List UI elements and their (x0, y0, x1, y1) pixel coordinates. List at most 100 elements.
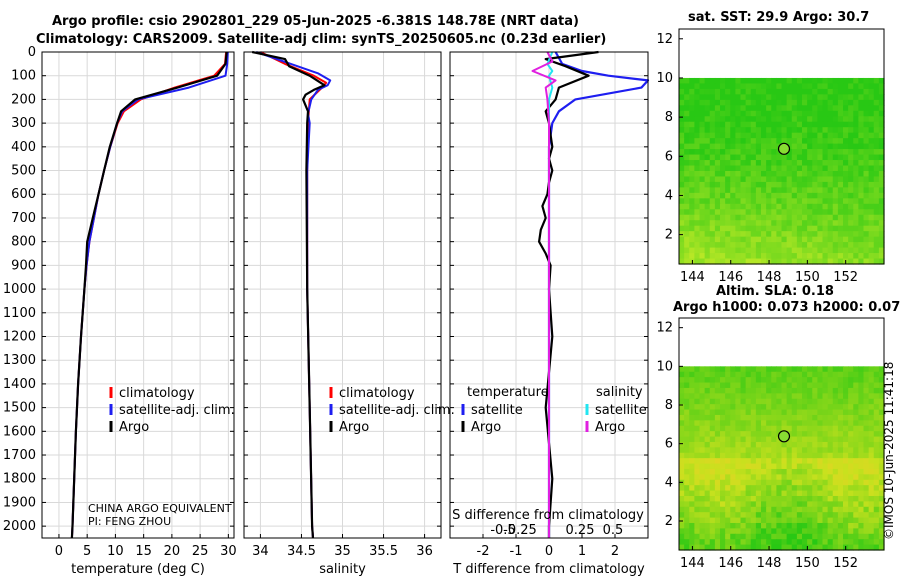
sla-map-cell (745, 447, 752, 454)
sst-map-cell (817, 214, 824, 221)
sla-map-cell (843, 420, 849, 427)
sla-map-cell (720, 382, 726, 389)
sla-map-cell (766, 517, 772, 524)
sst-map-cell (848, 220, 854, 227)
sla-map-ytick-label: 8 (665, 398, 673, 413)
sla-map-cell (796, 382, 803, 389)
sla-map-cell (745, 377, 752, 384)
sst-map-cell (755, 231, 762, 238)
sst-map-cell (848, 154, 854, 161)
sst-map-cell (704, 220, 711, 227)
sla-map-cell (796, 420, 803, 427)
sst-map-cell (699, 170, 706, 178)
sst-map-cell (740, 154, 747, 161)
sla-map-cell (796, 366, 803, 373)
sst-map-cell (776, 154, 783, 161)
sla-map-cell (720, 409, 726, 416)
sst-map-cell (704, 160, 711, 167)
sla-map-cell (858, 452, 865, 459)
sst-map-cell (832, 149, 839, 156)
sst-map-cell (714, 220, 721, 227)
sst-map-cell (843, 198, 849, 205)
sla-map-cell (848, 490, 854, 497)
sla-map-cell (679, 441, 685, 448)
sst-map-cell (791, 116, 798, 123)
sst-map-cell (725, 203, 731, 210)
salinity-series-climatology (259, 51, 328, 539)
sst-map-cell (704, 192, 711, 199)
sla-map-cell (730, 420, 736, 427)
sla-map-cell (868, 544, 875, 551)
sla-map-cell (771, 474, 777, 481)
sst-map-cell (812, 187, 818, 194)
sla-map-cell (791, 479, 798, 486)
sla-map-cell (822, 479, 829, 486)
sla-map-cell (873, 447, 880, 454)
differences-xtick-label: -2 (477, 544, 490, 559)
sst-map-cell (837, 143, 844, 150)
sst-map-cell (807, 154, 813, 161)
sst-map-cell (843, 154, 849, 161)
sla-map-cell (837, 382, 844, 389)
sla-map-cell (704, 409, 711, 416)
sla-map-cell (771, 447, 777, 454)
sla-map-cell (740, 371, 747, 378)
sst-map-cell (822, 99, 829, 106)
sla-map-cell (796, 528, 803, 535)
sla-map-cell (817, 409, 824, 416)
sla-map-cell (684, 452, 690, 459)
sst-map-cell (740, 138, 747, 145)
sst-map-cell (766, 132, 772, 139)
sst-map-cell (863, 143, 870, 150)
sst-map-cell (725, 236, 731, 243)
sst-map-cell (812, 192, 818, 199)
sst-map-cell (766, 247, 772, 254)
sla-map-cell (766, 479, 772, 486)
sla-map-cell (802, 371, 808, 378)
sst-map-cell (873, 209, 880, 216)
sla-map-cell (858, 533, 865, 540)
sst-map-cell (755, 242, 762, 249)
sst-map-cell (689, 214, 695, 221)
sst-map-cell (679, 242, 685, 249)
sst-map-cell (858, 198, 865, 205)
sla-map-cell (740, 452, 747, 459)
sst-map-cell (740, 99, 747, 106)
sst-map-cell (694, 203, 701, 210)
sla-map-cell (725, 533, 731, 540)
sla-map-cell (704, 371, 711, 378)
sst-map-cell (791, 110, 798, 117)
sla-map-cell (786, 377, 793, 384)
sla-map-cell (812, 398, 818, 405)
sst-map-cell (853, 176, 859, 183)
sla-map-cell (802, 382, 808, 389)
sla-map-cell (745, 539, 752, 546)
sst-map-cell (873, 143, 880, 150)
sst-map-cell (725, 138, 731, 145)
sla-map-cell (679, 539, 685, 546)
sla-map-cell (817, 393, 824, 400)
sla-map-cell (781, 544, 788, 551)
sla-map-cell (694, 398, 701, 405)
sst-map-cell (679, 236, 685, 243)
sla-map-cell (761, 495, 767, 502)
sst-map-cell (827, 214, 834, 221)
sst-map-axes-frame (678, 28, 885, 265)
sst-map-cell (735, 247, 742, 254)
sla-map-cell (704, 366, 711, 373)
sla-map-cell (689, 436, 695, 443)
sla-map-cell (704, 404, 711, 411)
sla-map-cell (730, 398, 736, 405)
sst-map-cell (679, 214, 685, 221)
sla-map-cell (802, 501, 808, 508)
sst-map-cell (745, 203, 752, 210)
sst-map-cell (843, 176, 849, 183)
sst-map-cell (822, 154, 829, 161)
sst-map-cell (796, 143, 803, 150)
sla-map-cell (822, 501, 829, 508)
salinity-xtick-label: 34.5 (287, 544, 316, 559)
sst-map-cell (807, 138, 813, 145)
sst-map-cell (684, 165, 690, 172)
sst-map-cell (679, 220, 685, 227)
sst-map-cell (802, 176, 808, 183)
